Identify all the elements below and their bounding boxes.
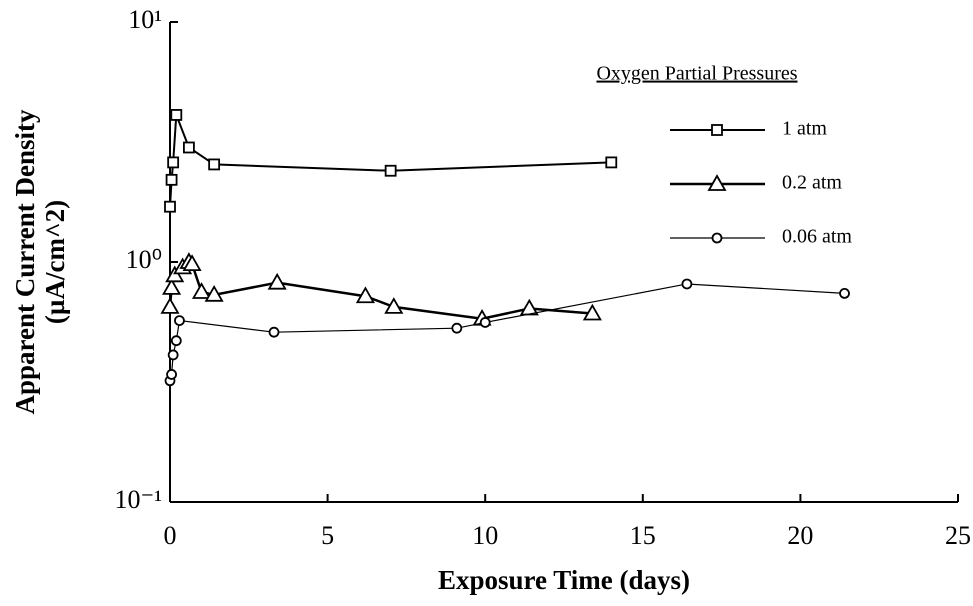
data-point [167,349,179,361]
data-point [839,287,850,299]
data-point [605,156,618,169]
legend-title: Oxygen Partial Pressures [596,63,797,85]
legend-marker [711,124,723,136]
legend-label: 0.2 atm [782,172,842,194]
data-point [183,141,195,154]
y-tick-label: 10⁻¹ [114,485,162,514]
data-point [451,322,463,334]
legend-marker [707,174,727,191]
y-axis-label: (µA/cm^2) [40,200,70,324]
data-point [384,297,404,314]
data-point [165,265,185,283]
data-point [267,272,287,290]
data-point [182,254,202,272]
legend-label: 0.06 atm [782,226,852,248]
data-point [582,303,602,321]
series-line [169,283,845,381]
data-point [162,278,182,295]
data-point [166,369,177,380]
y-tick-label: 10⁰ [126,245,162,274]
x-tick-label: 20 [787,521,813,550]
x-tick-label: 5 [321,521,334,550]
data-point [208,158,221,171]
x-tick-label: 25 [945,521,971,550]
data-point [268,326,280,338]
data-point [165,173,178,186]
legend-marker [711,232,723,244]
x-axis-label: Exposure Time (days) [438,565,690,595]
legend-label: 1 atm [782,118,827,140]
data-point [167,156,180,169]
series-line [169,114,612,207]
data-point [384,164,397,177]
x-tick-label: 15 [630,521,656,550]
data-point [174,315,185,326]
x-tick-label: 0 [164,521,177,550]
y-axis-label: Apparent Current Density [10,109,40,415]
data-point [170,109,183,121]
data-point [191,282,212,299]
data-point [681,278,693,290]
y-tick-label: 10¹ [128,5,162,34]
data-point [355,286,375,304]
data-point [160,297,180,314]
data-point [204,284,224,302]
data-point [164,200,176,213]
data-point [479,317,491,328]
data-point [170,335,182,347]
x-tick-label: 10 [472,521,498,550]
